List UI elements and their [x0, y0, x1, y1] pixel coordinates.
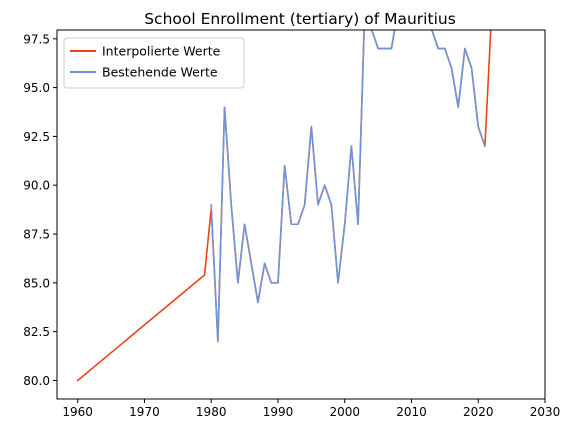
- y-tick-label: 90.0: [23, 179, 50, 193]
- x-tick-label: 1980: [196, 405, 227, 419]
- plot-frame: [56, 29, 546, 400]
- x-tick-label: 1960: [62, 405, 93, 419]
- x-tick-label: 1990: [263, 405, 294, 419]
- y-tick-label: 80.0: [23, 374, 50, 388]
- series-line-bestehende-werte: [210, 30, 486, 343]
- legend-box: [63, 37, 245, 89]
- y-tick-label: 82.5: [23, 325, 50, 339]
- x-tick-label: 2030: [530, 405, 561, 419]
- y-axis: 80.0 82.5 85.0 87.5 90.0 92.5 95.0 97.5: [23, 32, 57, 388]
- x-tick-label: 2020: [463, 405, 494, 419]
- legend-label-bestehende-werte: Bestehende Werte: [102, 65, 218, 80]
- x-tick-label: 1970: [129, 405, 160, 419]
- y-tick-label: 97.5: [23, 32, 50, 46]
- y-tick-label: 95.0: [23, 81, 50, 95]
- y-tick-label: 92.5: [23, 130, 50, 144]
- legend: Interpolierte Werte Bestehende Werte: [63, 37, 245, 89]
- series-layer: [76, 30, 492, 382]
- y-tick-label: 85.0: [23, 276, 50, 290]
- x-axis: 1960 1970 1980 1990 2000 2010 2020 2030: [62, 399, 560, 419]
- chart-title: School Enrollment (tertiary) of Mauritiu…: [144, 10, 456, 28]
- x-tick-label: 2000: [329, 405, 360, 419]
- y-tick-label: 87.5: [23, 228, 50, 242]
- x-tick-label: 2010: [396, 405, 427, 419]
- legend-label-interpolierte-werte: Interpolierte Werte: [102, 44, 221, 59]
